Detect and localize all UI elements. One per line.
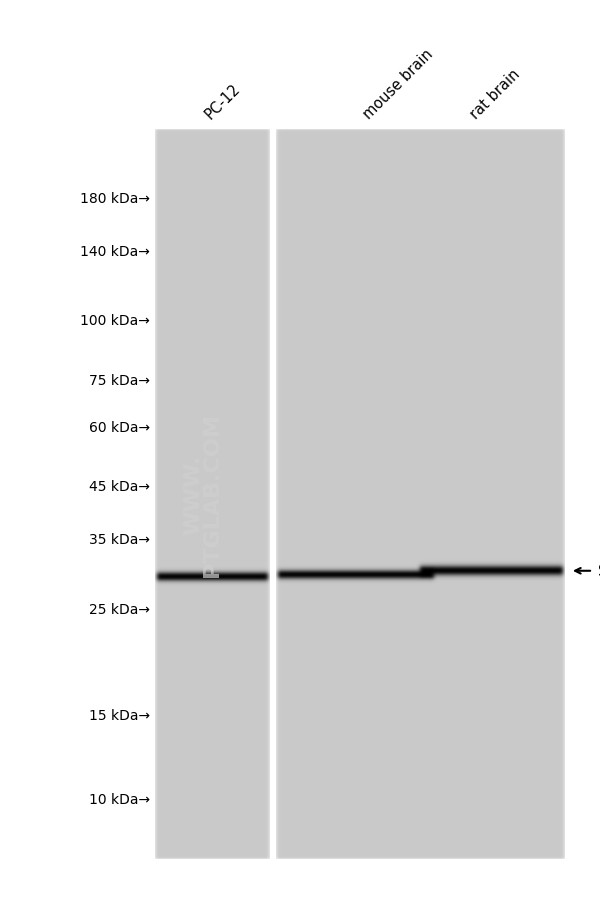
Text: 15 kDa→: 15 kDa→ — [89, 708, 150, 723]
Text: 100 kDa→: 100 kDa→ — [80, 314, 150, 328]
Text: 60 kDa→: 60 kDa→ — [89, 420, 150, 434]
Text: 140 kDa→: 140 kDa→ — [80, 244, 150, 258]
Text: mouse brain: mouse brain — [361, 47, 436, 122]
Text: STX6: STX6 — [598, 564, 600, 578]
Text: 25 kDa→: 25 kDa→ — [89, 602, 150, 616]
Text: 35 kDa→: 35 kDa→ — [89, 532, 150, 546]
Text: rat brain: rat brain — [467, 67, 523, 122]
Text: WWW.
PTGLAB.COM: WWW. PTGLAB.COM — [184, 412, 222, 576]
Text: PC-12: PC-12 — [202, 81, 243, 122]
Text: 75 kDa→: 75 kDa→ — [89, 373, 150, 388]
Text: 45 kDa→: 45 kDa→ — [89, 480, 150, 494]
Text: 10 kDa→: 10 kDa→ — [89, 792, 150, 806]
Text: 180 kDa→: 180 kDa→ — [80, 192, 150, 206]
